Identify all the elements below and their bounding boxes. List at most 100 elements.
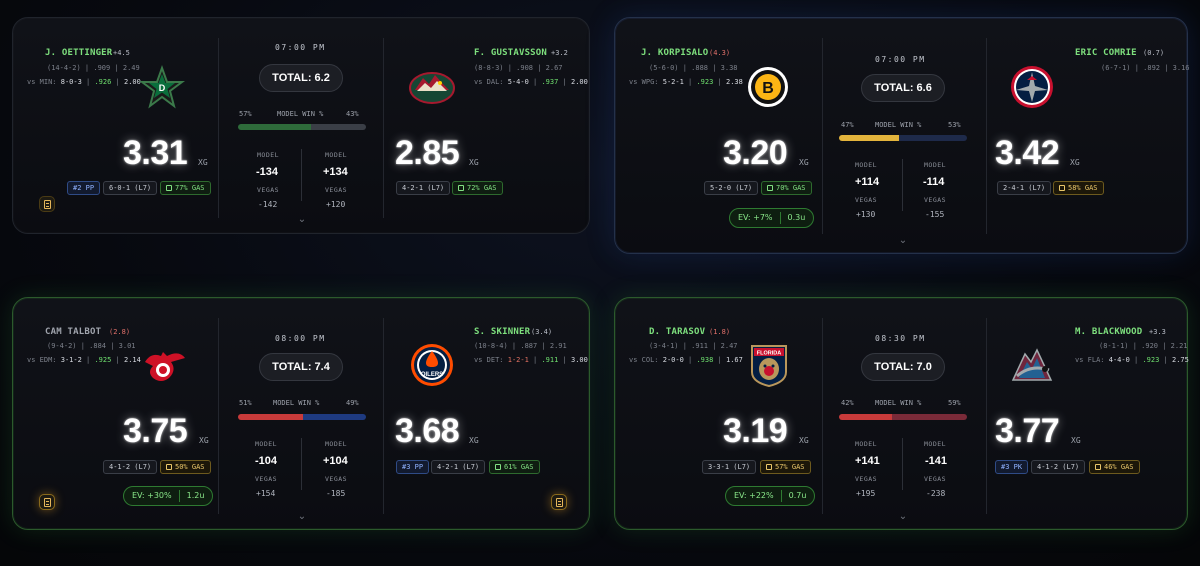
game-card-fla-col[interactable]: D. TARASOV (1.8) (3-4-1) | .911 | 2.47 v… (614, 297, 1189, 530)
red-wings-logo (145, 352, 185, 381)
gas-pill: 70% GAS (761, 181, 812, 195)
total-pill[interactable]: TOTAL: 6.2 (259, 64, 343, 92)
home-model-line: -141 (925, 455, 948, 467)
away-xg-value: 3.31 (123, 134, 188, 172)
model-win-bar (839, 135, 967, 141)
gas-icon (766, 464, 772, 470)
home-win-pct: 49% (346, 399, 359, 407)
total-pill[interactable]: TOTAL: 7.4 (259, 353, 343, 381)
gas-pill: 46% GAS (1089, 460, 1140, 474)
away-goalie-name[interactable]: CAM TALBOT (45, 327, 102, 337)
model-win-label: MODEL WIN % (273, 399, 320, 407)
gas-pill: 58% GAS (1053, 181, 1104, 195)
xg-unit-label: XG (198, 158, 208, 167)
gas-icon (1095, 464, 1101, 470)
away-vegas-label: VEGAS (255, 475, 278, 483)
home-vegas-line: -155 (925, 210, 945, 219)
away-goalie-change: (1.8) (709, 328, 731, 336)
away-model-label: MODEL (257, 151, 280, 159)
notes-icon[interactable] (39, 196, 55, 212)
home-model-line: +104 (323, 455, 348, 467)
total-pill[interactable]: TOTAL: 7.0 (861, 353, 945, 381)
notes-icon[interactable] (39, 494, 55, 510)
svg-text:B: B (762, 80, 774, 97)
expand-chevron-icon[interactable]: ⌄ (297, 511, 307, 522)
home-goalie-vs-line: vs FLA: 4-4-0 | .923 | 2.75 (1075, 356, 1189, 364)
away-goalie-name[interactable]: J. KORPISALO (641, 48, 709, 58)
expand-chevron-icon[interactable]: ⌄ (898, 511, 908, 522)
home-vegas-label: VEGAS (924, 196, 947, 204)
last7-record-pill: 4-1-2 (L7) (103, 460, 158, 474)
column-separator (301, 149, 302, 201)
home-goalie-change: +3.2 (551, 49, 568, 57)
divider (822, 318, 823, 514)
gas-pill: 50% GAS (160, 460, 211, 474)
home-win-pct: 43% (346, 110, 359, 118)
gas-icon (166, 464, 172, 470)
divider (218, 318, 219, 514)
xg-unit-label: XG (469, 158, 479, 167)
away-goalie-change: +4.5 (113, 49, 130, 57)
away-win-fill (238, 124, 311, 130)
divider (986, 318, 987, 514)
ev-badge[interactable]: EV: +7% 0.3u (729, 208, 815, 228)
home-vegas-label: VEGAS (325, 186, 348, 194)
away-win-pct: 51% (239, 399, 252, 407)
model-win-bar (238, 124, 366, 130)
model-win-bar (839, 414, 967, 420)
wild-logo (409, 72, 455, 104)
notes-icon[interactable] (551, 494, 567, 510)
away-vegas-label: VEGAS (855, 475, 878, 483)
game-card-det-edm[interactable]: CAM TALBOT (2.8) (9-4-2) | .884 | 3.01 v… (12, 297, 590, 530)
divider (822, 38, 823, 234)
expand-chevron-icon[interactable]: ⌄ (297, 214, 307, 225)
last7-record-pill: 4-1-2 (L7) (1031, 460, 1086, 474)
divider (218, 38, 219, 218)
home-model-label: MODEL (924, 161, 947, 169)
stars-logo: D (139, 65, 185, 109)
model-win-label: MODEL WIN % (277, 110, 324, 118)
home-model-label: MODEL (325, 440, 348, 448)
column-separator (902, 159, 903, 211)
home-goalie-record: (10-8-4) | .887 | 2.91 (474, 342, 567, 350)
home-vegas-label: VEGAS (924, 475, 947, 483)
pp-rank-pill: #3 PP (396, 460, 430, 474)
last7-record-pill: 4-2-1 (L7) (431, 460, 486, 474)
last7-record-pill: 5-2-0 (L7) (704, 181, 759, 195)
away-xg-value: 3.75 (123, 412, 188, 450)
away-model-label: MODEL (855, 161, 878, 169)
away-xg-value: 3.20 (723, 134, 788, 172)
away-goalie-vs-line: vs WPG: 5-2-1 | .923 | 2.38 (629, 78, 743, 86)
svg-text:D: D (159, 83, 166, 93)
total-pill[interactable]: TOTAL: 6.6 (861, 74, 945, 102)
home-vegas-line: -238 (926, 489, 946, 498)
away-win-pct: 47% (841, 121, 854, 129)
model-win-label: MODEL WIN % (875, 399, 922, 407)
home-goalie-change: +3.3 (1149, 328, 1166, 336)
game-card-bos-wpg[interactable]: J. KORPISALO (4.3) (5-6-0) | .888 | 3.38… (614, 17, 1190, 254)
away-vegas-line: -142 (258, 200, 278, 209)
svg-text:FLORIDA: FLORIDA (757, 351, 781, 357)
home-model-line: +134 (323, 166, 348, 178)
xg-unit-label: XG (1070, 158, 1080, 167)
home-goalie-name[interactable]: S. SKINNER (474, 327, 531, 337)
gas-icon (166, 185, 172, 191)
away-goalie-name[interactable]: D. TARASOV (649, 327, 706, 337)
home-goalie-name[interactable]: M. BLACKWOOD (1075, 327, 1143, 337)
away-goalie-name[interactable]: J. OETTINGER (45, 48, 113, 58)
home-goalie-vs-line: vs DAL: 5-4-0 | .937 | 2.00 (474, 78, 588, 86)
ev-badge[interactable]: EV: +30% 1.2u (123, 486, 214, 506)
xg-unit-label: XG (799, 436, 809, 445)
xg-unit-label: XG (199, 436, 209, 445)
away-model-line: +141 (855, 455, 880, 467)
home-goalie-name[interactable]: ERIC COMRIE (1075, 48, 1137, 58)
home-vegas-label: VEGAS (325, 475, 348, 483)
home-vegas-line: -185 (326, 489, 346, 498)
ev-badge[interactable]: EV: +22% 0.7u (725, 486, 816, 506)
game-card-dal-min[interactable]: J. OETTINGER +4.5 (14-4-2) | .909 | 2.49… (12, 17, 590, 234)
away-xg-value: 3.19 (723, 412, 788, 450)
expand-chevron-icon[interactable]: ⌄ (898, 235, 908, 246)
home-goalie-name[interactable]: F. GUSTAVSSON (474, 48, 548, 58)
home-xg-value: 3.77 (995, 412, 1060, 450)
home-win-fill (310, 124, 366, 130)
